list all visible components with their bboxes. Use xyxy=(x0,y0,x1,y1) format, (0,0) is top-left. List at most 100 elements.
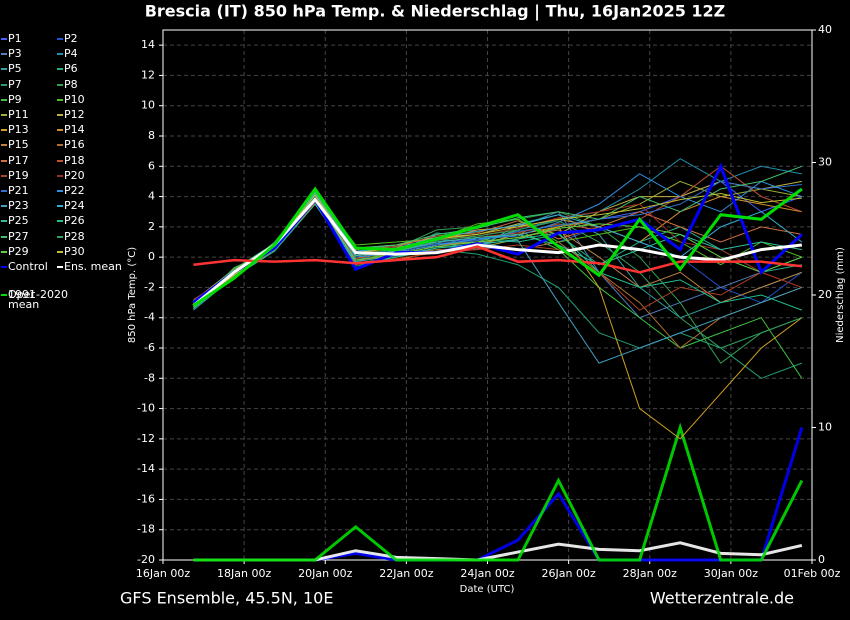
y-tick-label: 0 xyxy=(148,250,155,263)
legend-swatch xyxy=(1,205,7,208)
legend-swatch xyxy=(57,159,63,162)
legend-swatch xyxy=(1,129,7,132)
x-tick-label: 30Jan 00z xyxy=(704,567,758,580)
x-tick-label: 01Feb 00z xyxy=(784,567,841,580)
legend-item: P2 xyxy=(57,32,124,45)
legend-swatch xyxy=(1,159,7,162)
x-tick-label: 16Jan 00z xyxy=(136,567,190,580)
legend-swatch xyxy=(1,220,7,223)
legend-label: P4 xyxy=(64,47,78,61)
legend-swatch xyxy=(57,250,63,253)
y2-tick-label: 20 xyxy=(818,288,832,301)
legend-item: P29 xyxy=(1,244,68,258)
legend-swatch xyxy=(57,53,63,56)
x-tick-label: 26Jan 00z xyxy=(542,567,596,580)
y2-axis-label: Niederschlag (mm) xyxy=(835,247,846,343)
y-tick-label: 2 xyxy=(148,220,155,233)
legend-swatch xyxy=(57,98,63,101)
legend-swatch xyxy=(57,83,63,86)
y-tick-label: 14 xyxy=(141,38,155,51)
legend-label: P29 xyxy=(8,244,29,258)
legend-label: P25 xyxy=(8,214,29,228)
legend-item: P15 xyxy=(1,138,68,152)
x-axis-label: Date (UTC) xyxy=(460,584,515,595)
y-tick-label: -18 xyxy=(137,523,155,536)
legend-item: Ens. mean xyxy=(57,260,124,273)
legend-item: P5 xyxy=(1,63,68,74)
legend-label: P20 xyxy=(64,168,85,182)
legend-label: P27 xyxy=(8,229,29,243)
legend-item: P11 xyxy=(1,108,68,121)
legend-swatch xyxy=(1,266,7,268)
y2-tick-label: 0 xyxy=(818,553,825,566)
legend-swatch xyxy=(57,190,63,192)
legend-swatch xyxy=(57,220,63,223)
legend-item: P14 xyxy=(57,124,124,135)
legend-swatch xyxy=(57,266,63,268)
legend-item: P22 xyxy=(57,185,124,196)
legend-item: P19 xyxy=(1,168,68,182)
x-tick-label: 18Jan 00z xyxy=(217,567,271,580)
legend-swatch xyxy=(1,38,7,40)
y2-tick-label: 10 xyxy=(818,421,832,434)
legend-item: P28 xyxy=(57,229,124,243)
legend-item: P30 xyxy=(57,246,124,257)
legend-swatch xyxy=(1,83,7,86)
legend-item: P9 xyxy=(1,92,68,106)
legend-swatch xyxy=(1,190,7,192)
y2-tick-label: 40 xyxy=(818,23,832,36)
legend-label: Ens. mean xyxy=(64,260,122,273)
legend-swatch xyxy=(57,38,63,40)
legend-label: P21 xyxy=(8,184,29,197)
x-tick-label: 20Jan 00z xyxy=(298,567,352,580)
legend-item: P4 xyxy=(57,47,124,61)
legend-label: P11 xyxy=(8,108,29,121)
legend-label: P28 xyxy=(64,229,85,243)
legend-label: P7 xyxy=(8,77,22,91)
legend-item: P25 xyxy=(1,214,68,228)
legend-item: P13 xyxy=(1,124,68,135)
legend-label: P10 xyxy=(64,92,85,106)
legend-label: P2 xyxy=(64,32,78,45)
legend-swatch xyxy=(57,144,63,147)
legend-label: P24 xyxy=(64,199,85,213)
y-tick-label: -12 xyxy=(137,432,155,445)
legend-swatch xyxy=(1,235,7,238)
y-tick-label: -20 xyxy=(137,553,155,566)
temp-line xyxy=(193,245,802,274)
legend-item: P10 xyxy=(57,92,124,106)
legend-item: P23 xyxy=(1,200,68,211)
legend-label: P18 xyxy=(64,153,85,167)
x-tick-label: 22Jan 00z xyxy=(379,567,433,580)
legend-swatch xyxy=(1,98,7,101)
y-tick-label: -2 xyxy=(144,280,155,293)
legend-label: Control xyxy=(8,260,48,273)
legend-label: P9 xyxy=(8,92,22,106)
legend-swatch xyxy=(57,205,63,208)
precip-line xyxy=(193,427,804,562)
legend-label: P19 xyxy=(8,168,29,182)
legend-item: P27 xyxy=(1,229,68,243)
legend-label: P15 xyxy=(8,138,29,152)
legend-swatch xyxy=(1,114,7,116)
temp-line xyxy=(193,193,802,303)
legend-item: P7 xyxy=(1,77,68,91)
temp-line xyxy=(193,192,803,364)
legend-swatch xyxy=(57,114,63,116)
y-tick-label: -6 xyxy=(144,341,155,354)
legend-item: P1 xyxy=(1,33,68,44)
temp-line xyxy=(192,197,803,307)
footer-right: Wetterzentrale.de xyxy=(650,589,794,608)
legend-item: P6 xyxy=(57,63,124,74)
legend-label: 1991-2020 mean xyxy=(8,288,68,312)
temp-line xyxy=(192,186,803,307)
y2-tick-label: 30 xyxy=(818,156,832,169)
legend-item: P18 xyxy=(57,153,124,167)
precip-line xyxy=(193,422,804,562)
legend-label: P17 xyxy=(8,153,29,167)
legend-swatch xyxy=(1,174,7,177)
y-tick-label: -8 xyxy=(144,371,155,384)
legend-item: P12 xyxy=(57,109,124,120)
y-tick-label: 10 xyxy=(141,99,155,112)
